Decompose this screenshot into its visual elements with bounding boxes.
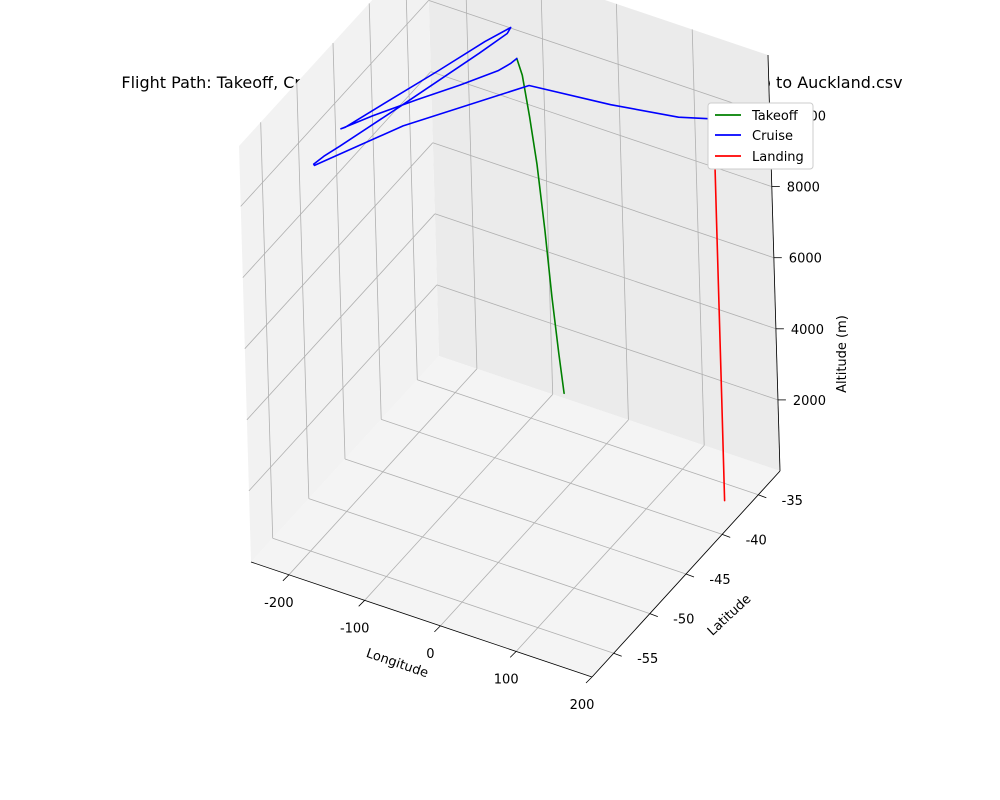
altitude-tick-label: 2000 [793,394,826,409]
legend-label-takeoff: Takeoff [751,109,799,124]
grid-line-latitude [405,0,418,380]
latitude-tick-label: -45 [709,573,730,588]
latitude-tick-mark [758,494,767,499]
latitude-tick-label: -50 [673,613,694,628]
latitude-tick-mark [722,534,731,538]
longitude-tick-label: 200 [570,698,595,713]
altitude-tick-label: 8000 [787,181,820,196]
grid-line-altitude [246,213,436,421]
series-line-landing [713,130,726,502]
grid-line-latitude [368,3,382,420]
grid-line-longitude [691,29,705,446]
latitude-tick-label: -40 [746,533,767,548]
legend-entry-landing: Landing [715,150,804,165]
grid-line-latitude [296,82,310,499]
latitude-tick-mark [613,652,622,657]
longitude-axis-line [250,561,593,678]
legend-entry-takeoff: Takeoff [715,109,799,124]
longitude-ticks: -200 -100 0 100 200 [264,574,595,713]
grid-line-latitude [381,419,723,535]
grid-line-latitude [417,379,759,496]
flight-series [312,26,726,502]
latitude-tick-mark [649,613,658,617]
legend-box [707,102,814,170]
altitude-tick-label: 4000 [791,323,824,338]
series-line-takeoff [516,57,565,395]
longitude-tick-label: 100 [494,672,519,687]
grid-line-longitude [465,0,478,369]
grid-line-longitude [616,3,629,420]
longitude-tick-mark [282,574,290,582]
altitude-tick-label: 6000 [789,252,822,267]
latitude-tick-label: -55 [637,652,658,667]
altitude-axis-label: Altitude (m) [835,315,850,393]
series-line-cruise [312,26,716,167]
grid-line-latitude [272,537,614,654]
longitude-tick-mark [358,600,365,607]
grid-line-longitude [540,0,554,395]
grid-line-altitude [244,142,434,349]
latitude-ticks: -55 -50 -45 -40 -35 [613,494,803,667]
longitude-tick-label: 0 [426,647,434,662]
longitude-tick-mark [585,676,593,684]
longitude-tick-mark [509,651,517,658]
latitude-tick-mark [685,573,695,578]
grid-line-altitude [248,284,438,492]
longitude-tick-label: -100 [340,621,370,636]
legend: Takeoff Cruise Landing [707,102,814,170]
legend-label-landing: Landing [752,150,804,165]
grid-line-latitude [260,122,274,539]
longitude-tick-label: -200 [264,596,294,611]
longitude-tick-mark [434,625,441,633]
side-pane [239,0,439,562]
grid-line-altitude [428,0,770,116]
legend-entry-cruise: Cruise [715,129,793,144]
latitude-tick-label: -35 [782,494,803,509]
grid-line-altitude [240,0,429,207]
grid-line-latitude [344,458,687,575]
legend-label-cruise: Cruise [752,129,793,144]
grid-line-latitude [308,498,650,614]
grid-line-latitude [332,42,346,460]
altitude-axis: 200040006000800010000 Altitude (m) [769,109,850,409]
